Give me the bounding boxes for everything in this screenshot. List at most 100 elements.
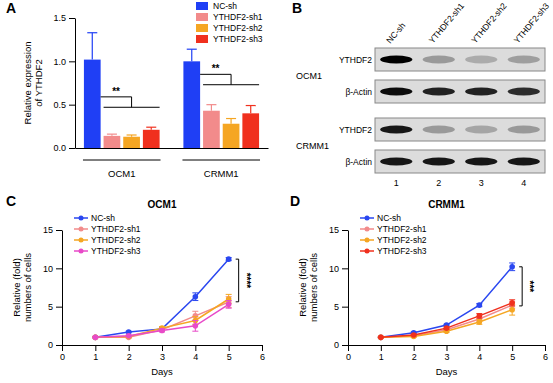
band [508, 88, 540, 96]
legend-item: YTHDF2-sh3 [74, 246, 141, 256]
bar [123, 137, 140, 148]
tick: 1.0 [53, 57, 75, 67]
point [378, 335, 384, 341]
legend-marker [79, 249, 84, 254]
row-label: β-Actin [345, 87, 372, 97]
legend-marker [365, 238, 370, 243]
tick: 0 [60, 345, 65, 362]
error-bar [226, 297, 232, 308]
tick-label: 6 [260, 352, 265, 362]
legend-label: YTHDF2-sh1 [213, 12, 263, 22]
legend-marker [365, 216, 370, 221]
tick-mark [69, 18, 75, 19]
tick: 0 [334, 340, 348, 350]
legend-marker [365, 249, 370, 254]
error-bar [476, 314, 482, 319]
point [93, 335, 99, 341]
panel-label: A [6, 0, 16, 16]
tick-label: 2 [412, 352, 417, 362]
tick-label: 3 [444, 352, 449, 362]
blot-background [375, 80, 545, 103]
tick: CRMM1 [204, 148, 239, 179]
tick-label: 5 [334, 302, 339, 312]
legend-item: NC-sh [74, 213, 115, 223]
band [465, 56, 497, 64]
legend: NC-shYTHDF2-sh1YTHDF2-sh2YTHDF2-sh3 [74, 213, 141, 256]
tick: 5 [510, 345, 515, 362]
blot-background [375, 48, 545, 71]
point [378, 335, 384, 341]
tick: 0.0 [53, 143, 75, 153]
significance-label: ** [212, 63, 220, 74]
legend: NC-shYTHDF2-sh1YTHDF2-sh2YTHDF2-sh3 [196, 1, 263, 44]
x-axis: OCM1 CRMM1 [76, 148, 269, 179]
legend-item: YTHDF2-sh1 [74, 224, 141, 234]
legend-marker [79, 238, 84, 243]
tick-label: 15 [329, 225, 339, 235]
significance-bracket [200, 74, 259, 84]
tick: 5 [227, 345, 232, 362]
y-axis-title: Relative (fold)numbers of cells [11, 253, 33, 322]
y-axis-title-line: Relative (fold) [11, 258, 22, 317]
tick: 15 [43, 225, 62, 235]
row-label: YTHDF2 [339, 55, 372, 65]
tick-mark [62, 345, 63, 351]
error-cap [87, 32, 97, 33]
tick-mark [381, 345, 382, 351]
tick-label: 2 [127, 352, 132, 362]
point [378, 335, 384, 341]
plot-area [84, 33, 259, 148]
x-axis-title: Days [436, 366, 458, 377]
lane-label: NC-sh [384, 20, 407, 45]
legend-swatch [196, 2, 208, 10]
point [159, 328, 165, 334]
tick-mark [229, 345, 230, 351]
tick-mark [69, 105, 75, 106]
error-bar [192, 293, 198, 301]
plot-area [92, 256, 231, 340]
tick: 10 [329, 264, 348, 274]
error-cap [226, 118, 236, 119]
bar [183, 61, 200, 148]
error-bar [211, 105, 212, 111]
lane-number: 2 [436, 178, 441, 188]
band [465, 158, 497, 166]
group-label: OCM1 [296, 71, 322, 81]
tick: 5 [48, 302, 62, 312]
blot-background [375, 118, 545, 141]
tick-label: OCM1 [108, 168, 135, 179]
group-label: CRMM1 [296, 141, 329, 151]
tick-label: 5 [227, 352, 232, 362]
point [509, 264, 515, 270]
y-axis-title: Relative (fold)numbers of cells [297, 253, 319, 322]
legend-marker [79, 216, 84, 221]
tick-mark [195, 345, 196, 351]
y-axis-title-line: of YTHDF2 [33, 59, 44, 106]
point [193, 323, 199, 329]
tick: OCM1 [108, 148, 135, 179]
legend-label: YTHDF2-sh2 [213, 23, 263, 33]
tick-label: 1 [93, 352, 98, 362]
lane-label: YTHDF2-sh2 [469, 1, 509, 46]
y-axis: 051015 [43, 225, 63, 350]
tick: 1 [93, 345, 98, 362]
chart-title: CRMM1 [428, 199, 465, 210]
tick-mark [348, 345, 349, 351]
tick-mark [479, 345, 480, 351]
error-cap [206, 104, 216, 105]
error-bar [509, 263, 515, 271]
tick: 4 [193, 345, 198, 362]
point [477, 302, 483, 308]
tick: 0 [346, 345, 351, 362]
y-axis: 0.00.51.01.5 [53, 13, 75, 153]
tick: 4 [477, 345, 482, 362]
band [423, 56, 455, 64]
panel: D0510150123456CRMM1DaysRelative (fold)nu… [290, 193, 548, 377]
point [411, 332, 417, 338]
band [380, 158, 412, 166]
tick-label: 0.0 [53, 143, 66, 153]
significance-label: *** [524, 281, 535, 293]
error-cap [246, 105, 256, 106]
point [411, 333, 417, 339]
tick-mark [69, 148, 75, 149]
